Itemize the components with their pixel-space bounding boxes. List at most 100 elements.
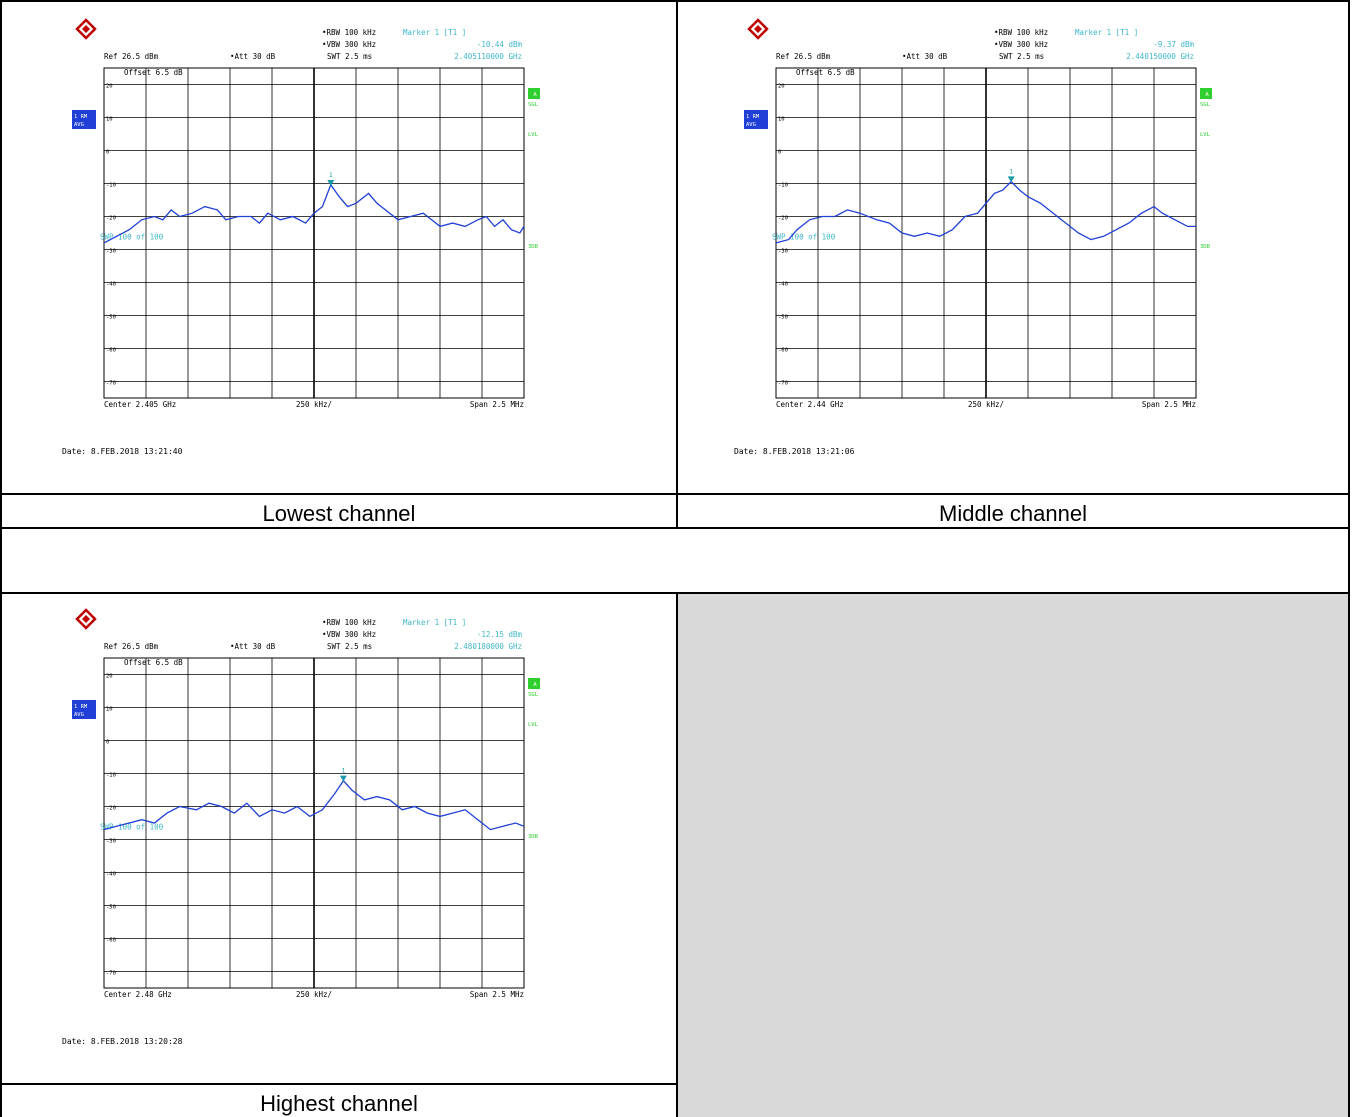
- vbw-label: •VBW 300 kHz: [322, 630, 376, 639]
- caption-lowest-channel: Lowest channel: [262, 501, 416, 526]
- trace-mode-avg-text: AVG: [746, 122, 756, 128]
- y-tick-label: -20: [778, 216, 788, 222]
- marker-level-label: -10.44 dBm: [477, 40, 523, 49]
- swt-label: SWT 2.5 ms: [999, 52, 1044, 61]
- vbw-label: •VBW 300 kHz: [994, 40, 1048, 49]
- sgl-label: SGL: [528, 102, 539, 108]
- per-division-label: 250 kHz/: [968, 400, 1004, 409]
- center-frequency-label: Center 2.48 GHz: [104, 990, 172, 999]
- sweep-count-label: SWP 100 of 100: [100, 233, 164, 242]
- y-tick-label: -30: [778, 249, 788, 255]
- marker-frequency-label: 2.405110000 GHz: [454, 52, 522, 61]
- span-label: Span 2.5 MHz: [470, 990, 524, 999]
- 3db-label: 3DB: [528, 834, 539, 840]
- rs-logo-core-icon: [82, 615, 90, 623]
- caption-highest-channel: Highest channel: [260, 1091, 418, 1116]
- trace-mode-avg-text: AVG: [74, 712, 84, 718]
- ref-level-label: Ref 26.5 dBm: [776, 52, 831, 61]
- spectrum-trace-line: [775, 180, 1196, 244]
- y-tick-label: -20: [106, 806, 116, 812]
- y-tick-label: -60: [106, 348, 116, 354]
- trace-a-badge: [528, 678, 540, 689]
- marker-title-label: Marker 1 [T1 ]: [403, 618, 466, 627]
- table-border-mid-bottom: [676, 592, 678, 1117]
- y-tick-label: -20: [106, 216, 116, 222]
- spectrum-plot-highest: Ref 26.5 dBm •Att 30 dB •RBW 100 kHz •VBW 3…: [62, 608, 540, 1046]
- per-division-label: 250 kHz/: [296, 990, 332, 999]
- y-tick-label: 20: [106, 674, 113, 680]
- lvl-label: LVL: [528, 722, 539, 728]
- trace-a-badge-text: A: [533, 92, 537, 98]
- ref-level-label: Ref 26.5 dBm: [104, 642, 159, 651]
- y-tick-label: -40: [106, 282, 116, 288]
- trace-mode-avg-text: AVG: [74, 122, 84, 128]
- spectrum-trace-line: [103, 183, 525, 244]
- y-tick-label: -50: [106, 315, 116, 321]
- y-tick-label: 10: [778, 117, 785, 123]
- y-tick-label: -10: [106, 773, 116, 779]
- vbw-label: •VBW 300 kHz: [322, 40, 376, 49]
- rbw-label: •RBW 100 kHz: [322, 28, 376, 37]
- 3db-label: 3DB: [1200, 244, 1211, 250]
- y-tick-label: -40: [778, 282, 788, 288]
- table-border-top: [0, 0, 1350, 2]
- y-tick-label: -50: [106, 905, 116, 911]
- empty-grey-cell: [677, 592, 1348, 1117]
- marker-frequency-label: 2.440150000 GHz: [1126, 52, 1194, 61]
- center-frequency-label: Center 2.44 GHz: [776, 400, 844, 409]
- spectrum-plot-middle: Ref 26.5 dBm •Att 30 dB •RBW 100 kHz •VBW 3…: [734, 18, 1212, 456]
- trace-a-badge: [1200, 88, 1212, 99]
- table-border-row2: [0, 527, 1350, 529]
- trace-a-badge: [528, 88, 540, 99]
- attenuation-label: •Att 30 dB: [230, 642, 276, 651]
- y-tick-label: -40: [106, 872, 116, 878]
- y-tick-label: -60: [106, 938, 116, 944]
- y-tick-label: 0: [106, 150, 109, 156]
- swt-label: SWT 2.5 ms: [327, 642, 372, 651]
- y-tick-label: -30: [106, 839, 116, 845]
- offset-label: Offset 6.5 dB: [124, 68, 183, 77]
- trace-a-badge-text: A: [1205, 92, 1209, 98]
- marker-1-triangle: [1007, 176, 1015, 183]
- trace-mode-badge: [72, 700, 96, 719]
- y-tick-label: -60: [778, 348, 788, 354]
- marker-title-label: Marker 1 [T1 ]: [403, 28, 466, 37]
- marker-title-label: Marker 1 [T1 ]: [1075, 28, 1138, 37]
- center-frequency-label: Center 2.405 GHz: [104, 400, 176, 409]
- trace-mode-badge-text: 1 RM: [746, 114, 760, 120]
- y-tick-label: -50: [778, 315, 788, 321]
- offset-label: Offset 6.5 dB: [124, 658, 183, 667]
- y-tick-label: -10: [106, 183, 116, 189]
- caption-middle-channel: Middle channel: [939, 501, 1087, 526]
- per-division-label: 250 kHz/: [296, 400, 332, 409]
- trace-mode-badge-text: 1 RM: [74, 704, 88, 710]
- marker-1-label: 1: [329, 172, 333, 179]
- ref-level-label: Ref 26.5 dBm: [104, 52, 159, 61]
- y-tick-label: 0: [778, 150, 781, 156]
- rbw-label: •RBW 100 kHz: [994, 28, 1048, 37]
- marker-1-triangle: [339, 775, 347, 782]
- spectrum-trace-line: [103, 779, 525, 831]
- marker-1-label: 1: [1009, 168, 1013, 175]
- table-border-mid-top: [676, 0, 678, 529]
- attenuation-label: •Att 30 dB: [230, 52, 276, 61]
- y-tick-label: 20: [778, 84, 785, 90]
- sgl-label: SGL: [1200, 102, 1211, 108]
- rs-logo-core-icon: [82, 25, 90, 33]
- attenuation-label: •Att 30 dB: [902, 52, 948, 61]
- trace-mode-badge: [72, 110, 96, 129]
- y-tick-label: 20: [106, 84, 113, 90]
- sweep-count-label: SWP 100 of 100: [772, 233, 836, 242]
- marker-1-triangle: [327, 179, 335, 186]
- lvl-label: LVL: [528, 132, 539, 138]
- table-border-row3: [0, 592, 1350, 594]
- table-border-row4: [0, 1083, 677, 1085]
- y-tick-label: 0: [106, 740, 109, 746]
- y-tick-label: -70: [778, 381, 788, 387]
- span-label: Span 2.5 MHz: [470, 400, 524, 409]
- y-tick-label: -10: [778, 183, 788, 189]
- sweep-count-label: SWP 100 of 100: [100, 823, 164, 832]
- trace-mode-badge: [744, 110, 768, 129]
- sgl-label: SGL: [528, 692, 539, 698]
- marker-frequency-label: 2.480180000 GHz: [454, 642, 522, 651]
